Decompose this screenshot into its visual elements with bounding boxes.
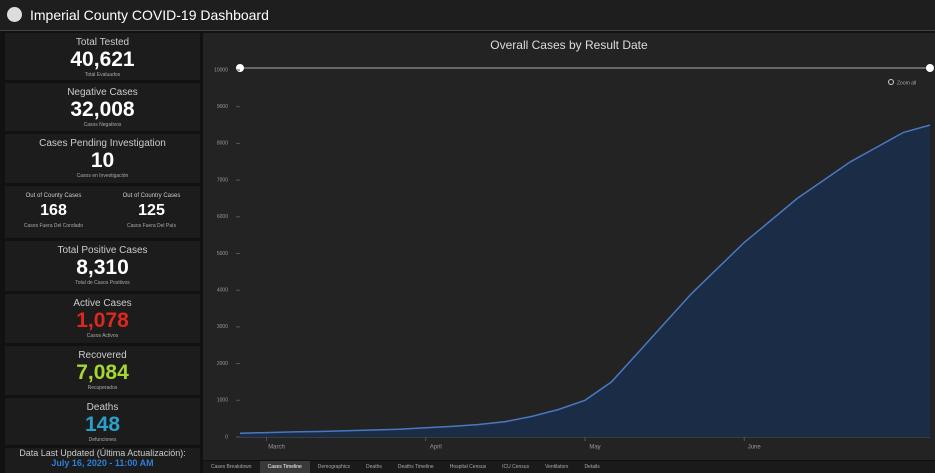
x-tick-label: March bbox=[268, 445, 285, 451]
stat-subtitle: Casos Fuera Del Condado bbox=[23, 223, 84, 229]
tab[interactable]: ICU Census bbox=[502, 464, 530, 470]
area bbox=[240, 125, 930, 437]
stat-subtitle: Recuperados bbox=[87, 385, 118, 391]
x-tick-label: April bbox=[430, 445, 442, 451]
chart: Overall Cases by Result Date Zoom all 0 1… bbox=[214, 38, 934, 451]
tab[interactable]: Cases Breakdown bbox=[211, 464, 252, 470]
tab[interactable]: Deaths bbox=[366, 464, 382, 470]
x-tick-label: June bbox=[748, 445, 762, 451]
y-tick-label: 8000 bbox=[217, 141, 228, 147]
stat-subtitle: Total de Casos Positivos bbox=[75, 280, 130, 286]
stat-value: 10 bbox=[90, 149, 115, 172]
stat-subtitle: Casos Activos bbox=[86, 333, 119, 339]
y-tick-label: 4000 bbox=[217, 288, 228, 294]
stat-value: 168 bbox=[40, 202, 67, 219]
updated-label: Data Last Updated (Última Actualización)… bbox=[19, 448, 186, 458]
stat-card: Total Positive Cases 8,310 Total de Casos … bbox=[5, 241, 200, 291]
tab[interactable]: Demographics bbox=[317, 464, 351, 470]
stat-value: 125 bbox=[138, 202, 165, 219]
y-tick-label: 6000 bbox=[217, 214, 228, 220]
chart-title: Overall Cases by Result Date bbox=[490, 38, 648, 52]
stat-title: Total Tested bbox=[75, 37, 130, 48]
zoom-icon bbox=[888, 79, 894, 85]
stat-card: Total Tested 40,621 Total Evaluados bbox=[5, 33, 200, 80]
title: Imperial County COVID-19 Dashboard bbox=[30, 7, 269, 23]
zoom-all[interactable]: Zoom all bbox=[897, 80, 916, 86]
y-tick-label: 9000 bbox=[217, 104, 228, 110]
y-tick-label: 10000 bbox=[214, 67, 228, 73]
y-tick-label: 7000 bbox=[217, 177, 228, 183]
stat-subtitle: Defunciones bbox=[88, 437, 117, 443]
x-tick-label: May bbox=[589, 445, 600, 451]
line bbox=[239, 124, 931, 435]
y-tick-label: 5000 bbox=[217, 251, 228, 257]
stat-half: Out of Country Cases 125 Casos Fuera Del P… bbox=[103, 186, 200, 238]
stat-card: Active Cases 1,078 Casos Activos bbox=[5, 294, 200, 343]
slider-handle bbox=[236, 64, 244, 72]
stat-value: 1,078 bbox=[76, 309, 129, 332]
stat-subtitle: Casos Fuera Del País bbox=[127, 223, 176, 229]
stat-card: Cases Pending Investigation 10 Casos en In… bbox=[5, 134, 200, 183]
tab[interactable]: Ventilators bbox=[545, 464, 569, 470]
stat-value: 40,621 bbox=[70, 48, 135, 71]
y-tick-label: 0 bbox=[225, 434, 228, 440]
stat-title: Total Positive Cases bbox=[57, 245, 148, 256]
stat-title: Deaths bbox=[86, 402, 119, 413]
tab[interactable]: Hospital Census bbox=[449, 464, 487, 470]
tab[interactable]: Deaths Timeline bbox=[397, 464, 434, 470]
stat-half: Out of County Cases 168 Casos Fuera Del Co… bbox=[5, 186, 102, 238]
stat-subtitle: Total Evaluados bbox=[84, 72, 121, 78]
stat-card: Negative Cases 32,008 Casos Negativos bbox=[5, 83, 200, 131]
stat-title: Cases Pending Investigation bbox=[39, 138, 166, 149]
stat-value: 8,310 bbox=[76, 256, 129, 279]
stat-subtitle: Casos Negativos bbox=[83, 122, 122, 128]
stat-title: Active Cases bbox=[73, 298, 132, 309]
stat-title: Negative Cases bbox=[67, 87, 138, 98]
y-tick-label: 1000 bbox=[217, 398, 228, 404]
stat-title: Out of Country Cases bbox=[122, 193, 181, 199]
stat-value: 32,008 bbox=[70, 98, 135, 121]
stat-value: 148 bbox=[84, 413, 121, 436]
logo bbox=[7, 7, 22, 22]
y-tick-label: 2000 bbox=[217, 361, 228, 367]
updated: Data Last Updated (Última Actualización)… bbox=[5, 448, 200, 473]
chart-panel: Overall Cases by Result Date Zoom all 0 1… bbox=[203, 33, 935, 460]
tab[interactable]: Details bbox=[584, 464, 600, 470]
stat-title: Out of County Cases bbox=[25, 193, 82, 199]
stat-card: Out of County Cases 168 Casos Fuera Del Co… bbox=[5, 186, 200, 238]
stat-title: Recovered bbox=[78, 350, 127, 361]
slider-handle bbox=[926, 64, 934, 72]
stat-card: Recovered 7,084 Recuperados bbox=[5, 346, 200, 395]
header: Imperial County COVID-19 Dashboard bbox=[0, 0, 935, 31]
stat-subtitle: Casos en Investigación bbox=[76, 173, 129, 179]
stat-card: Deaths 148 Defunciones bbox=[5, 398, 200, 445]
y-tick-label: 3000 bbox=[217, 324, 228, 330]
stat-value: 7,084 bbox=[76, 361, 129, 384]
tabs: Cases Breakdown Cases Timeline Demographic… bbox=[203, 461, 935, 473]
updated-value: July 16, 2020 - 11:00 AM bbox=[51, 458, 154, 468]
tab[interactable]: Cases Timeline bbox=[259, 461, 310, 473]
